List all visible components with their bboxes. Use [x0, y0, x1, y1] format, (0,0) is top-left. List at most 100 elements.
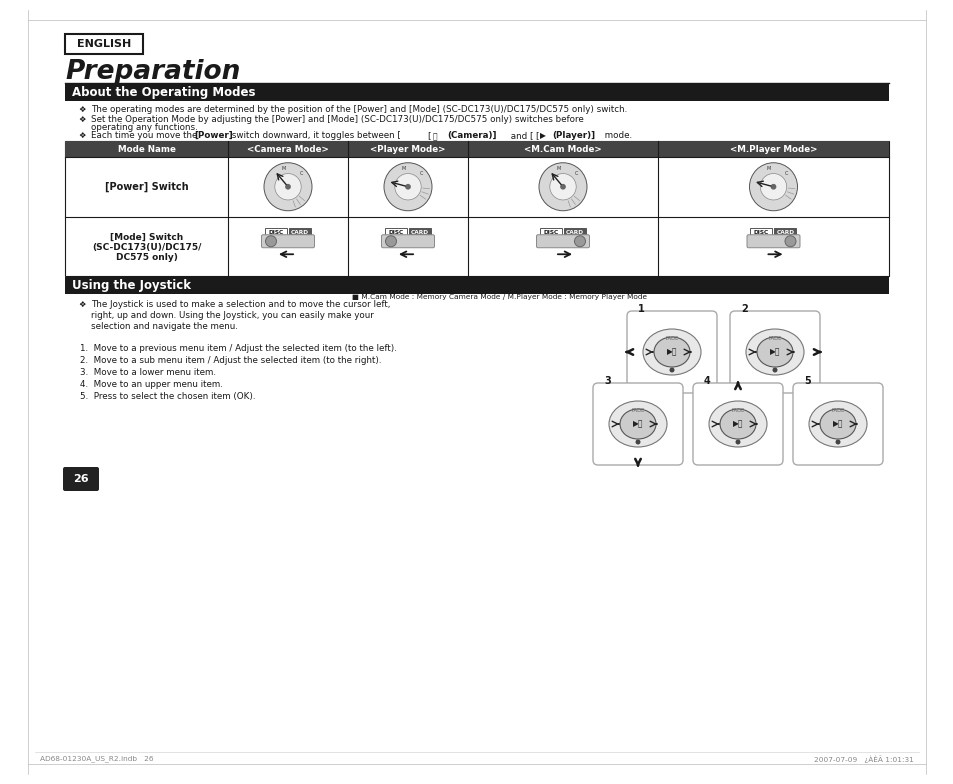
Text: ▶⏸: ▶⏸ [732, 419, 742, 429]
Bar [750, 228, 772, 236]
FancyBboxPatch shape [261, 234, 314, 248]
Circle shape [385, 236, 396, 247]
Text: C: C [574, 171, 578, 176]
Text: selection and navigate the menu.: selection and navigate the menu. [91, 322, 237, 331]
Circle shape [264, 163, 312, 211]
Circle shape [735, 440, 740, 445]
Text: Set the Operation Mode by adjusting the [Power] and [Mode] (SC-DC173(U)/DC175/DC: Set the Operation Mode by adjusting the … [91, 115, 583, 124]
Circle shape [835, 440, 840, 445]
Text: 4: 4 [703, 376, 710, 386]
Circle shape [669, 368, 674, 372]
Text: operating any functions.: operating any functions. [91, 123, 197, 132]
Text: 2.  Move to a sub menu item / Adjust the selected item (to the right).: 2. Move to a sub menu item / Adjust the … [80, 356, 381, 365]
Circle shape [635, 440, 639, 445]
Text: DISC: DISC [268, 230, 283, 234]
Text: M: M [765, 166, 770, 171]
Text: <Player Mode>: <Player Mode> [370, 144, 445, 154]
Text: Preparation: Preparation [65, 59, 240, 85]
FancyBboxPatch shape [63, 467, 99, 491]
Text: CARD: CARD [565, 230, 583, 234]
Text: [: [ [427, 131, 430, 140]
Circle shape [574, 236, 585, 247]
Text: M: M [281, 166, 285, 171]
Bar [289, 228, 311, 236]
Text: 4.  Move to an upper menu item.: 4. Move to an upper menu item. [80, 380, 223, 389]
Ellipse shape [619, 409, 656, 439]
Text: About the Operating Modes: About the Operating Modes [71, 86, 255, 99]
Bar [65, 141, 888, 157]
Text: 1: 1 [638, 304, 644, 314]
Text: FADE: FADE [664, 336, 678, 340]
Bar [65, 84, 888, 101]
Text: (Player)]: (Player)] [552, 131, 595, 140]
Text: FADE: FADE [631, 408, 644, 412]
Circle shape [760, 173, 786, 200]
Bar [265, 228, 287, 236]
Ellipse shape [608, 401, 666, 447]
Text: 2007-07-09   ¿ÀÈÃ 1:01:31: 2007-07-09 ¿ÀÈÃ 1:01:31 [813, 755, 913, 763]
Text: Mode Name: Mode Name [117, 144, 175, 154]
Circle shape [549, 173, 576, 200]
Circle shape [265, 236, 276, 247]
Text: 3.  Move to a lower menu item.: 3. Move to a lower menu item. [80, 368, 215, 377]
Ellipse shape [757, 337, 792, 367]
Circle shape [749, 163, 797, 211]
Text: ❖: ❖ [78, 300, 86, 309]
Circle shape [559, 184, 565, 190]
Text: <M.Player Mode>: <M.Player Mode> [729, 144, 817, 154]
Circle shape [285, 184, 291, 190]
Text: FADE: FADE [767, 336, 781, 340]
Text: <M.Cam Mode>: <M.Cam Mode> [523, 144, 601, 154]
Text: C: C [419, 171, 422, 176]
Text: DISC: DISC [388, 230, 403, 234]
Text: 5: 5 [803, 376, 810, 386]
Bar [563, 228, 585, 236]
Text: FADE: FADE [731, 408, 744, 412]
Text: ▶: ▶ [539, 131, 545, 140]
Text: 26: 26 [73, 474, 89, 484]
FancyBboxPatch shape [536, 234, 589, 248]
Text: FADE: FADE [830, 408, 843, 412]
Ellipse shape [808, 401, 866, 447]
Text: The operating modes are determined by the position of the [Power] and [Mode] (SC: The operating modes are determined by th… [91, 105, 626, 114]
Ellipse shape [720, 409, 755, 439]
Text: ▶⏸: ▶⏸ [769, 347, 780, 357]
Text: ❖: ❖ [78, 115, 86, 124]
Text: ■ M.Cam Mode : Memory Camera Mode / M.Player Mode : Memory Player Mode: ■ M.Cam Mode : Memory Camera Mode / M.Pl… [352, 294, 647, 300]
Text: [Mode] Switch: [Mode] Switch [110, 233, 183, 241]
FancyBboxPatch shape [792, 383, 882, 465]
Circle shape [395, 173, 421, 200]
Circle shape [770, 184, 776, 190]
Text: DISC: DISC [753, 230, 768, 234]
Text: ▶⏸: ▶⏸ [666, 347, 677, 357]
Circle shape [274, 173, 301, 200]
Text: M: M [400, 166, 405, 171]
Text: ▶⏸: ▶⏸ [632, 419, 642, 429]
Ellipse shape [820, 409, 855, 439]
Text: 3: 3 [603, 376, 610, 386]
Text: 📷: 📷 [433, 132, 437, 141]
Text: ❖: ❖ [78, 131, 86, 140]
Text: ▶⏸: ▶⏸ [832, 419, 842, 429]
Circle shape [772, 368, 777, 372]
Text: C: C [299, 171, 303, 176]
Text: CARD: CARD [411, 230, 429, 234]
Text: [: [ [535, 131, 537, 140]
Bar [385, 228, 407, 236]
FancyBboxPatch shape [746, 234, 800, 248]
Bar [65, 277, 888, 294]
Ellipse shape [745, 329, 803, 375]
Text: [Power] Switch: [Power] Switch [105, 182, 188, 192]
Text: mode.: mode. [601, 131, 632, 140]
Text: DISC: DISC [543, 230, 558, 234]
FancyBboxPatch shape [729, 311, 820, 393]
Text: AD68-01230A_US_R2.indb   26: AD68-01230A_US_R2.indb 26 [40, 756, 153, 762]
Ellipse shape [708, 401, 766, 447]
Text: ■ The <M.Cam Mode> and the <M.Player Mode> are only available on SC-DC173(U)/DC1: ■ The <M.Cam Mode> and the <M.Player Mod… [314, 284, 685, 291]
Ellipse shape [642, 329, 700, 375]
Text: <Camera Mode>: <Camera Mode> [247, 144, 329, 154]
Text: DC575 only): DC575 only) [115, 252, 177, 262]
Text: right, up and down. Using the Joystick, you can easily make your: right, up and down. Using the Joystick, … [91, 311, 374, 320]
Text: (Camera)]: (Camera)] [447, 131, 496, 140]
Text: ENGLISH: ENGLISH [77, 39, 131, 49]
